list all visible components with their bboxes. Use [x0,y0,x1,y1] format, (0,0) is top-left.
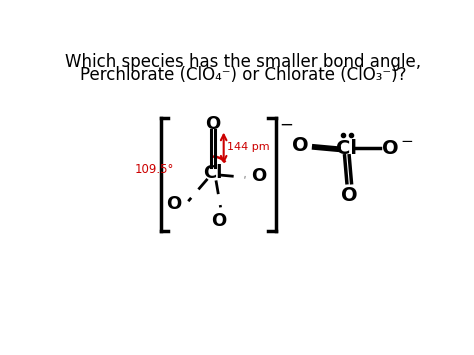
Text: O: O [382,138,398,158]
Text: −: − [401,135,413,149]
Text: O: O [341,186,357,205]
Text: 109.5°: 109.5° [135,163,174,176]
Text: O: O [292,136,309,155]
Text: O: O [211,212,227,230]
Text: O: O [166,195,181,213]
Text: −: − [279,116,293,134]
Text: Which species has the smaller bond angle,: Which species has the smaller bond angle… [65,53,421,71]
Text: Cl: Cl [203,164,223,182]
Text: O: O [205,115,220,133]
Text: O: O [252,167,267,185]
Text: Perchlorate (ClO₄⁻) or Chlorate (ClO₃⁻)?: Perchlorate (ClO₄⁻) or Chlorate (ClO₃⁻)? [80,66,406,84]
Text: Cl: Cl [337,138,357,158]
Text: 144 pm: 144 pm [227,142,269,152]
